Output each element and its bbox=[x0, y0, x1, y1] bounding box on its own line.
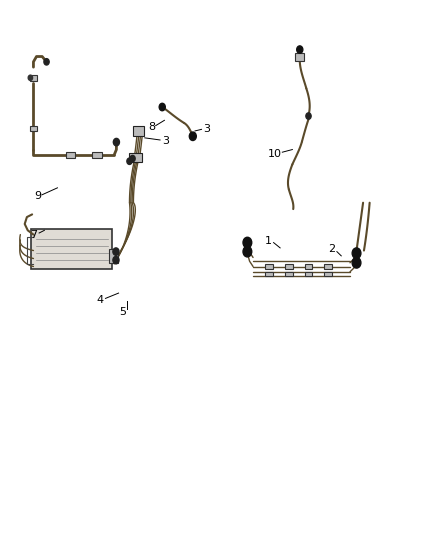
Bar bbox=[304, 272, 312, 276]
Circle shape bbox=[352, 257, 361, 268]
Circle shape bbox=[306, 113, 311, 119]
Text: 8: 8 bbox=[148, 122, 155, 132]
Bar bbox=[129, 153, 142, 163]
Bar bbox=[29, 126, 37, 131]
FancyBboxPatch shape bbox=[31, 229, 112, 269]
Circle shape bbox=[113, 139, 120, 146]
Bar bbox=[295, 53, 304, 61]
Circle shape bbox=[243, 246, 252, 257]
Bar bbox=[92, 152, 102, 158]
Text: 2: 2 bbox=[328, 245, 335, 254]
Circle shape bbox=[243, 237, 252, 248]
Bar bbox=[285, 272, 293, 276]
Circle shape bbox=[189, 132, 196, 141]
Bar bbox=[285, 264, 293, 269]
Bar bbox=[66, 152, 75, 158]
Circle shape bbox=[130, 156, 135, 162]
Text: 7: 7 bbox=[30, 230, 37, 240]
Circle shape bbox=[127, 158, 132, 165]
Text: 5: 5 bbox=[120, 306, 127, 317]
Text: 1: 1 bbox=[265, 236, 272, 246]
Circle shape bbox=[159, 103, 165, 111]
Circle shape bbox=[297, 46, 303, 53]
Text: 4: 4 bbox=[97, 295, 104, 305]
Circle shape bbox=[44, 59, 49, 65]
Bar bbox=[304, 264, 312, 269]
Circle shape bbox=[28, 75, 32, 80]
Bar bbox=[265, 264, 273, 269]
Bar bbox=[324, 272, 332, 276]
Bar bbox=[133, 126, 144, 136]
Circle shape bbox=[113, 248, 119, 255]
Bar bbox=[30, 75, 37, 81]
Text: 9: 9 bbox=[34, 191, 41, 201]
Circle shape bbox=[113, 256, 119, 264]
Text: 3: 3 bbox=[203, 124, 210, 134]
Bar bbox=[265, 272, 273, 276]
Circle shape bbox=[352, 248, 361, 259]
Bar bbox=[324, 264, 332, 269]
Text: 10: 10 bbox=[268, 149, 282, 159]
Bar bbox=[109, 249, 118, 263]
Text: 3: 3 bbox=[162, 136, 169, 146]
